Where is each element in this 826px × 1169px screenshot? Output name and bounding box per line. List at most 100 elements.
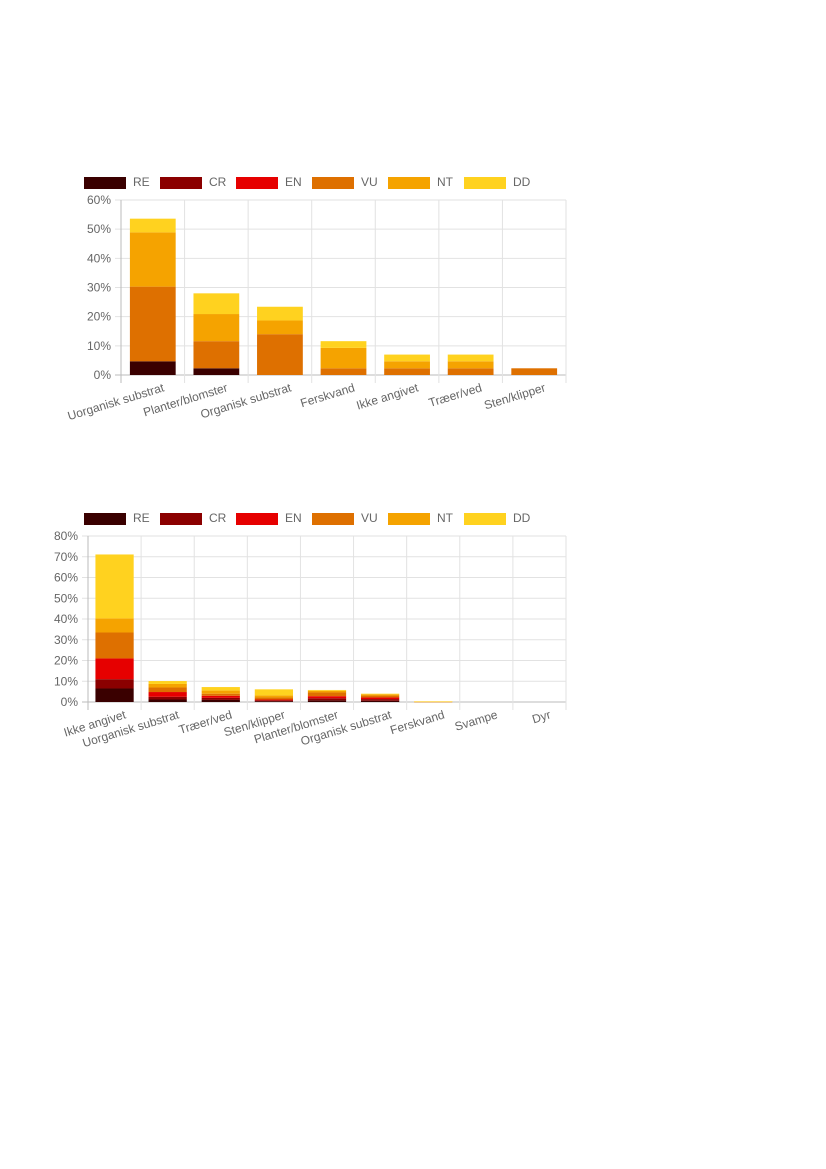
legend-label-en[interactable]: EN — [285, 175, 302, 189]
bar-segment-vu[interactable] — [201, 693, 240, 696]
legend-swatch-re[interactable] — [84, 513, 126, 525]
legend-swatch-vu[interactable] — [312, 177, 354, 189]
bar-segment-re[interactable] — [307, 700, 347, 702]
bar-segment-nt[interactable] — [201, 690, 240, 694]
bar-segment-vu[interactable] — [360, 695, 400, 698]
bar-segment-en[interactable] — [95, 658, 134, 680]
y-tick-label: 40% — [54, 612, 78, 626]
bar-segment-en[interactable] — [307, 696, 347, 699]
bar-segment-vu[interactable] — [129, 286, 176, 362]
bar-segment-vu[interactable] — [254, 697, 294, 700]
bar-segment-cr[interactable] — [254, 700, 294, 702]
bar-segment-vu[interactable] — [257, 334, 303, 375]
bar-segment-nt[interactable] — [384, 361, 430, 369]
legend-swatch-en[interactable] — [236, 177, 278, 189]
bar-segment-re[interactable] — [254, 701, 294, 702]
bar-segment-re[interactable] — [201, 699, 240, 702]
bar-segment-vu[interactable] — [320, 368, 367, 375]
bar-segment-en[interactable] — [254, 699, 294, 701]
bar-segment-nt[interactable] — [307, 690, 347, 693]
legend-swatch-dd[interactable] — [464, 177, 506, 189]
bar-segment-nt[interactable] — [320, 347, 367, 369]
bar-segment-re[interactable] — [193, 368, 240, 375]
y-tick-label: 60% — [54, 571, 78, 585]
legend-label-vu[interactable]: VU — [361, 511, 378, 525]
bar-segment-cr[interactable] — [307, 698, 347, 701]
legend-label-dd[interactable]: DD — [513, 175, 531, 189]
legend-label-nt[interactable]: NT — [437, 511, 454, 525]
y-tick-label: 70% — [54, 550, 78, 564]
y-tick-label: 0% — [61, 695, 79, 709]
grid: 0% 10% 20% 30% 40% 50% 60% 70% 80% — [54, 529, 567, 710]
y-tick-label: 20% — [54, 654, 78, 668]
bar-segment-vu[interactable] — [193, 341, 240, 369]
bar-segment-nt[interactable] — [257, 320, 303, 335]
legend-label-vu[interactable]: VU — [361, 175, 378, 189]
bar-segment-cr[interactable] — [201, 697, 240, 700]
bar-segment-dd[interactable] — [129, 218, 176, 233]
bar-segment-dd[interactable] — [95, 554, 134, 619]
bar-segment-nt[interactable] — [254, 695, 294, 698]
legend-label-dd[interactable]: DD — [513, 511, 531, 525]
legend-swatch-dd[interactable] — [464, 513, 506, 525]
legend-swatch-cr[interactable] — [160, 177, 202, 189]
x-tick-label: Ferskvand — [388, 707, 446, 737]
bar-segment-dd[interactable] — [254, 689, 294, 696]
bar-segment-vu[interactable] — [447, 368, 494, 375]
x-tick-label: Ikke angivet — [355, 380, 421, 412]
y-tick-label: 30% — [87, 281, 111, 295]
bar-segment-dd[interactable] — [257, 306, 303, 321]
bar-segment-re[interactable] — [148, 699, 187, 702]
legend-label-re[interactable]: RE — [133, 511, 150, 525]
bar-segment-dd[interactable] — [360, 693, 400, 695]
x-axis-labels: Uorganisk substratPlanter/blomsterOrgani… — [66, 380, 547, 423]
bar-segment-cr[interactable] — [95, 679, 134, 689]
legend-label-nt[interactable]: NT — [437, 175, 454, 189]
legend-label-re[interactable]: RE — [133, 175, 150, 189]
bar-segment-dd[interactable] — [148, 681, 187, 684]
bar-segment-en[interactable] — [360, 697, 400, 700]
x-tick-label: Træer/ved — [427, 380, 484, 409]
legend-swatch-cr[interactable] — [160, 513, 202, 525]
bar-segment-dd[interactable] — [414, 701, 453, 702]
legend-swatch-nt[interactable] — [388, 513, 430, 525]
bar-segment-vu[interactable] — [95, 632, 134, 659]
bar-segment-nt[interactable] — [447, 361, 494, 369]
bar-segment-re[interactable] — [95, 688, 134, 702]
bar-segment-nt[interactable] — [360, 694, 400, 696]
bar-segment-dd[interactable] — [384, 354, 430, 362]
x-tick-label: Sten/klipper — [482, 380, 547, 412]
bar-segment-dd[interactable] — [307, 689, 347, 691]
bar-segment-cr[interactable] — [148, 696, 187, 700]
legend-swatch-vu[interactable] — [312, 513, 354, 525]
legend-swatch-en[interactable] — [236, 513, 278, 525]
bar-segment-dd[interactable] — [193, 293, 240, 315]
legend-label-cr[interactable]: CR — [209, 175, 227, 189]
bar-segment-dd[interactable] — [320, 341, 367, 348]
y-tick-label: 10% — [54, 674, 78, 688]
legend-label-en[interactable]: EN — [285, 511, 302, 525]
bars — [129, 218, 558, 375]
bar-segment-nt[interactable] — [95, 618, 134, 633]
bar-segment-vu[interactable] — [148, 687, 187, 693]
x-tick-label: Ferskvand — [299, 380, 357, 410]
bar-segment-re[interactable] — [129, 361, 176, 375]
y-tick-label: 40% — [87, 251, 111, 265]
legend: RE CR EN VU NT DD — [84, 175, 531, 189]
bar-segment-nt[interactable] — [193, 314, 240, 342]
bar-segment-nt[interactable] — [129, 232, 176, 287]
legend-swatch-re[interactable] — [84, 177, 126, 189]
bar-segment-dd[interactable] — [201, 687, 240, 691]
bar-segment-vu[interactable] — [384, 368, 430, 375]
legend-label-cr[interactable]: CR — [209, 511, 227, 525]
bar-segment-vu[interactable] — [511, 368, 558, 375]
bar-segment-cr[interactable] — [360, 699, 400, 701]
bar-segment-en[interactable] — [201, 695, 240, 698]
bar-segment-vu[interactable] — [307, 692, 347, 697]
bar-segment-en[interactable] — [148, 692, 187, 697]
bar-segment-re[interactable] — [360, 700, 400, 702]
legend-swatch-nt[interactable] — [388, 177, 430, 189]
bar-segment-nt[interactable] — [148, 683, 187, 688]
bar-segment-dd[interactable] — [447, 354, 494, 362]
